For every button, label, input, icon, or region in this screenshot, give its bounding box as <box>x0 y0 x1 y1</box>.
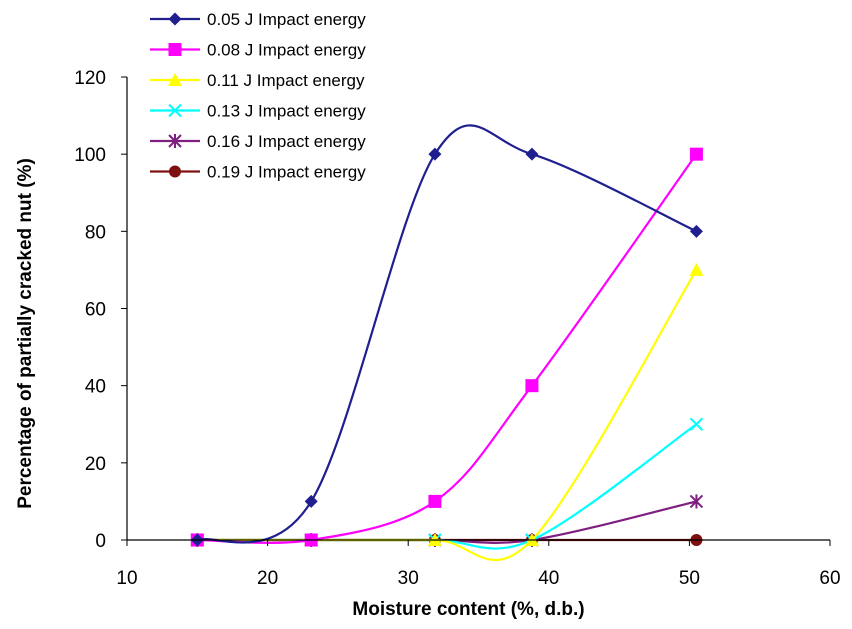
legend-item: 0.19 J Impact energy <box>150 163 366 182</box>
data-point <box>689 147 703 161</box>
data-point <box>689 417 704 431</box>
y-tick-label: 120 <box>74 68 106 89</box>
legend-marker <box>168 43 182 56</box>
legend: 0.05 J Impact energy 0.08 J Impact energy… <box>150 10 366 182</box>
data-point <box>689 224 703 238</box>
legend-item: 0.16 J Impact energy <box>150 132 366 151</box>
legend-item: 0.08 J Impact energy <box>150 41 366 60</box>
legend-marker <box>168 12 182 26</box>
y-tick-label: 80 <box>85 222 106 243</box>
legend-marker <box>168 73 182 86</box>
x-axis-title: Moisture content (%, d.b.) <box>352 599 584 620</box>
legend-marker <box>168 103 182 118</box>
series-line <box>197 153 698 544</box>
legend-item: 0.11 J Impact energy <box>150 71 365 90</box>
plot-lines <box>190 124 704 562</box>
x-tick-label: 30 <box>398 568 419 589</box>
series-3 <box>190 262 704 562</box>
legend-label: 0.11 J Impact energy <box>207 71 365 90</box>
legend-label: 0.13 J Impact energy <box>207 102 366 121</box>
legend-marker <box>169 165 181 178</box>
x-tick-label: 10 <box>116 568 137 589</box>
legend-label: 0.16 J Impact energy <box>207 132 366 151</box>
legend-label: 0.05 J Impact energy <box>207 10 366 29</box>
series-line <box>197 269 698 562</box>
series-line <box>196 124 697 544</box>
x-tick-label: 20 <box>257 568 278 589</box>
y-tick-label: 60 <box>85 300 106 321</box>
data-point <box>428 147 442 161</box>
series-1 <box>190 124 703 547</box>
y-tick-label: 0 <box>95 531 106 552</box>
data-point <box>689 262 704 276</box>
legend-item: 0.13 J Impact energy <box>150 102 366 121</box>
y-tick-label: 100 <box>74 145 106 166</box>
series-4 <box>190 417 704 550</box>
series-line <box>197 423 698 550</box>
y-axis-title: Percentage of partially cracked nut (%) <box>15 158 36 509</box>
data-point <box>428 494 442 508</box>
y-tick-label: 20 <box>85 454 106 475</box>
legend-marker <box>168 134 182 148</box>
data-point <box>525 147 539 161</box>
data-point <box>525 379 539 393</box>
x-tick-label: 40 <box>538 568 559 589</box>
data-point <box>304 494 318 508</box>
ticks: 10 20 30 40 50 60 0 20 40 60 80 100 120 <box>74 68 840 589</box>
legend-label: 0.08 J Impact energy <box>207 41 366 60</box>
x-tick-label: 60 <box>819 568 840 589</box>
legend-label: 0.19 J Impact energy <box>207 163 366 182</box>
y-tick-label: 40 <box>85 377 106 398</box>
series-2 <box>190 147 703 547</box>
data-point <box>689 494 704 509</box>
legend-item: 0.05 J Impact energy <box>150 10 366 29</box>
x-tick-label: 50 <box>679 568 700 589</box>
